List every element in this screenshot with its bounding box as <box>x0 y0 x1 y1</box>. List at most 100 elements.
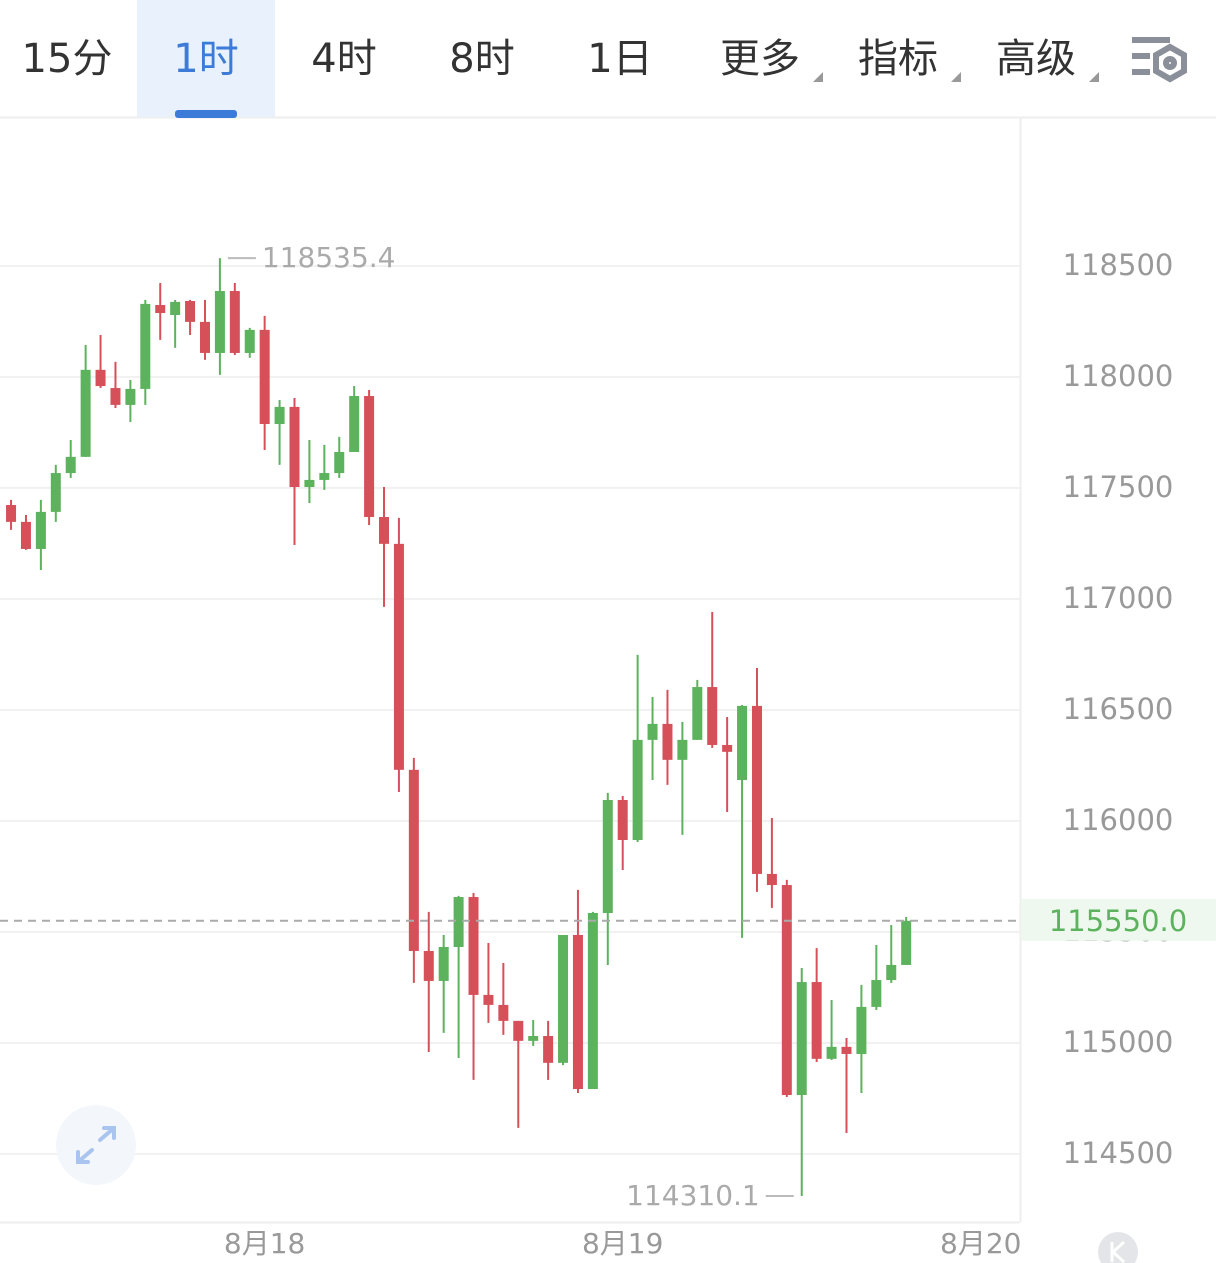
candle-body <box>722 744 733 752</box>
expand-icon <box>76 1126 116 1164</box>
y-tick-label: 117500 <box>1063 470 1174 504</box>
candle-body <box>289 406 300 488</box>
candle-body <box>408 769 419 951</box>
low-label: 114310.1 <box>626 1179 760 1212</box>
candle-body <box>140 303 151 389</box>
x-tick-label: 8月18 <box>224 1227 305 1260</box>
candle-body <box>214 291 225 353</box>
dropdown-arrow <box>813 72 823 82</box>
candle-body <box>662 723 673 760</box>
last-price-bg <box>1021 898 1216 941</box>
candle-body <box>259 329 270 424</box>
candle-body <box>304 479 315 488</box>
y-tick-label: 116000 <box>1063 803 1174 837</box>
candle-body <box>677 739 688 760</box>
candle-body <box>647 723 658 740</box>
tab[interactable]: 1日 <box>587 36 652 82</box>
candle-body <box>453 897 464 947</box>
candle-body <box>438 946 449 981</box>
candle-body <box>170 301 181 316</box>
grid <box>0 264 1020 1155</box>
icon-dot <box>1163 56 1177 70</box>
candle-body <box>886 964 897 981</box>
candle-body <box>617 800 628 840</box>
x-tick-label: 8月20 <box>940 1227 1021 1260</box>
labels: 1145001150001155001160001165001170001175… <box>224 241 1216 1260</box>
y-tick-label: 115000 <box>1063 1025 1174 1059</box>
candle-body <box>826 1046 837 1059</box>
candle-body <box>528 1035 539 1041</box>
candles <box>0 258 1020 1197</box>
tab[interactable]: 高级 <box>996 36 1076 82</box>
candle-body <box>244 329 255 353</box>
candle-body <box>796 982 807 1096</box>
candle-body <box>587 913 598 1090</box>
candle-body <box>35 511 46 549</box>
candle-body <box>572 934 583 1090</box>
dropdown-arrow <box>1089 72 1099 82</box>
last-price-label: 115550.0 <box>1049 904 1187 938</box>
y-tick-label: 114500 <box>1063 1136 1174 1170</box>
candle-body <box>856 1006 867 1054</box>
candle-body <box>751 705 762 874</box>
tab[interactable]: 指标 <box>858 36 938 82</box>
y-tick-label: 117000 <box>1063 581 1174 615</box>
expand-bg <box>56 1105 136 1185</box>
candle-body <box>80 369 91 457</box>
candle-body <box>349 396 360 452</box>
candle-body <box>692 687 703 740</box>
candle-body <box>901 920 912 965</box>
tabs: 15分 1时 4时 8时 1日 更多 指标 高级 <box>22 0 1099 118</box>
candle-body <box>543 1035 554 1063</box>
dropdown-arrow <box>951 72 961 82</box>
candle-body <box>707 687 718 745</box>
candle-body <box>334 451 345 474</box>
high-label: 118535.4 <box>262 241 396 274</box>
candle-body <box>602 800 613 914</box>
candle-body <box>20 521 31 549</box>
candle-body <box>781 885 792 1096</box>
candle-body <box>185 301 196 322</box>
tab-indicator <box>175 110 237 118</box>
candle-body <box>319 473 330 480</box>
candle-body <box>558 934 569 1063</box>
candle-body <box>110 388 121 405</box>
candle-body <box>364 396 375 518</box>
tab[interactable]: 15分 <box>22 36 113 82</box>
x-tick-label: 8月19 <box>582 1227 663 1260</box>
candle-body <box>229 291 240 353</box>
tab[interactable]: 8时 <box>449 36 514 82</box>
icon-hex <box>1153 43 1187 83</box>
k-button[interactable] <box>1098 1232 1138 1263</box>
tab[interactable]: 更多 <box>720 36 800 82</box>
candle-body <box>483 994 494 1005</box>
candle-body <box>95 369 106 387</box>
tab-active-bg <box>137 0 275 117</box>
expand-button[interactable] <box>56 1105 136 1185</box>
candle-body <box>125 388 136 405</box>
candle-body <box>766 873 777 886</box>
y-tick-label: 118000 <box>1063 359 1174 393</box>
candle-body <box>513 1020 524 1041</box>
tab[interactable]: 4时 <box>311 36 376 82</box>
candle-body <box>155 305 166 314</box>
candle-body <box>199 321 210 353</box>
tab[interactable]: 1时 <box>173 36 238 82</box>
k-icon <box>1110 1240 1126 1263</box>
candle-body <box>65 456 76 474</box>
candle-body <box>379 517 390 544</box>
candle-body <box>811 982 822 1059</box>
candle-body <box>737 705 748 781</box>
candle-body <box>632 739 643 840</box>
settings-icon[interactable] <box>1132 37 1187 83</box>
candle-body <box>871 980 882 1007</box>
candle-body <box>498 1004 509 1021</box>
candle-body <box>50 473 61 512</box>
candle-body <box>468 897 479 995</box>
y-tick-label: 116500 <box>1063 692 1174 726</box>
candle-body <box>274 406 285 424</box>
candle-body <box>393 543 404 770</box>
candle-body <box>6 505 17 522</box>
y-tick-label: 118500 <box>1063 248 1174 282</box>
